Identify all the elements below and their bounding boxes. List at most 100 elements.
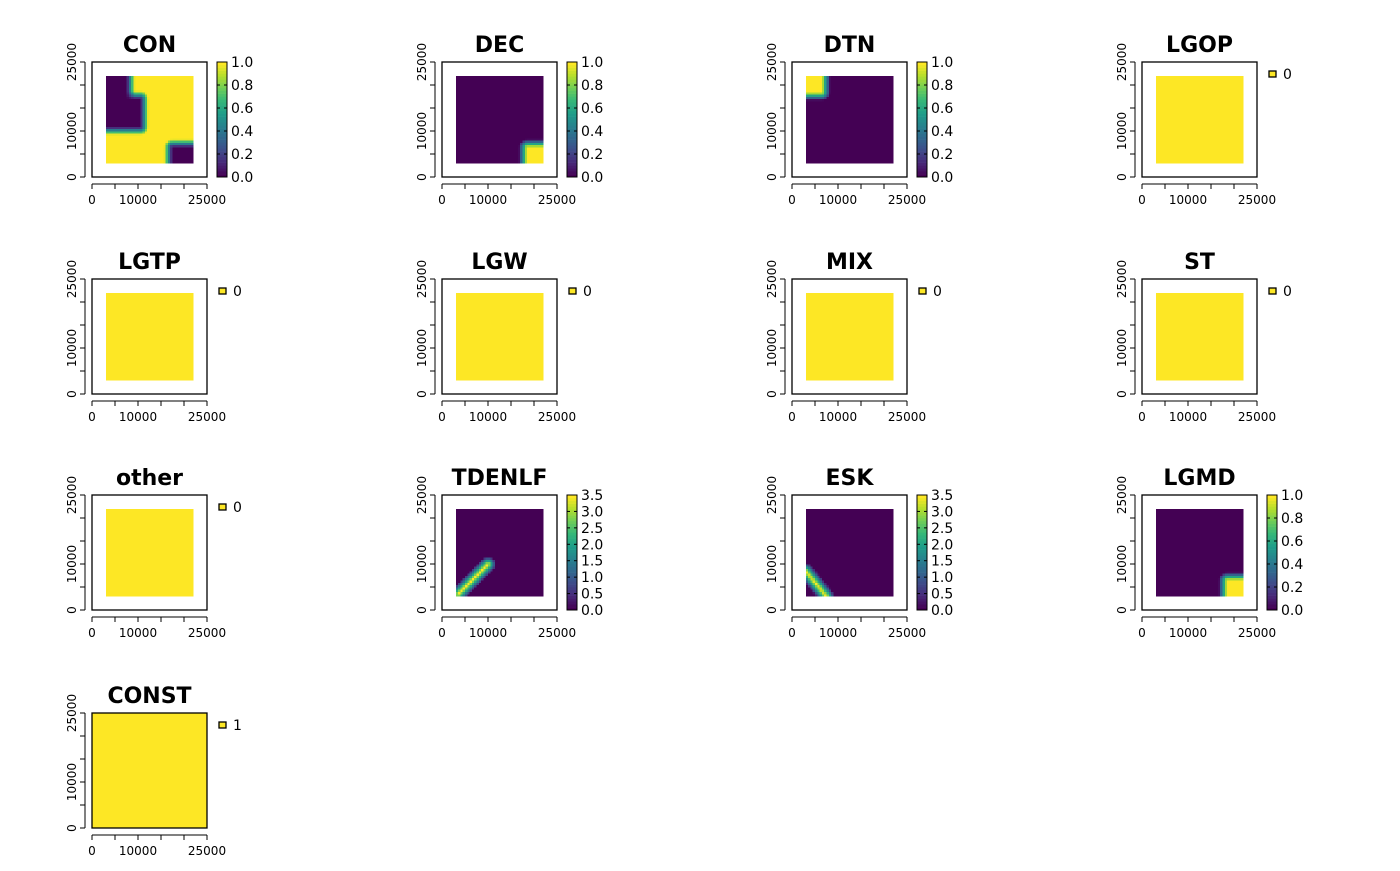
raster-cell: [490, 138, 493, 141]
raster-cell: [490, 154, 493, 157]
raster-cell: [131, 149, 134, 152]
raster-cell: [873, 156, 876, 159]
raster-cell: [504, 124, 507, 127]
raster-cell: [536, 147, 539, 150]
raster-cell: [810, 143, 813, 146]
raster-cell: [108, 103, 111, 106]
raster-cells: [456, 76, 544, 164]
raster-cell: [1174, 99, 1177, 102]
legend-color-step: [217, 120, 227, 123]
raster-cell: [836, 140, 839, 143]
raster-cell: [820, 122, 823, 125]
raster-cell: [813, 90, 816, 93]
raster-cell: [140, 110, 143, 113]
raster-cell: [120, 133, 123, 136]
raster-cell: [490, 97, 493, 100]
raster-cell: [1172, 140, 1175, 143]
raster-cell: [838, 126, 841, 129]
raster-cell: [1156, 110, 1159, 113]
raster-cell: [117, 124, 120, 127]
raster-cell: [497, 161, 500, 164]
raster-cell: [456, 92, 459, 95]
raster-cell: [873, 129, 876, 132]
raster-cell: [504, 80, 507, 83]
raster-cell: [500, 87, 503, 90]
raster-cell: [836, 99, 839, 102]
raster-cell: [877, 131, 880, 134]
raster-cell: [113, 117, 116, 120]
raster-cell: [493, 124, 496, 127]
raster-cell: [465, 117, 468, 120]
raster-cell: [170, 76, 173, 79]
raster-cell: [168, 103, 171, 106]
raster-cell: [882, 113, 885, 116]
raster-cell: [523, 126, 526, 129]
raster-cell: [163, 94, 166, 97]
raster-cell: [886, 110, 889, 113]
raster-cell: [820, 126, 823, 129]
raster-cell: [886, 99, 889, 102]
raster-cell: [127, 117, 130, 120]
legend-tick-label: 0.2: [581, 147, 603, 163]
raster-cell: [859, 131, 862, 134]
raster-cell: [458, 90, 461, 93]
raster-cell: [833, 110, 836, 113]
raster-cell: [465, 133, 468, 136]
raster-cell: [456, 117, 459, 120]
raster-cell: [868, 133, 871, 136]
raster-cell: [511, 83, 514, 86]
raster-cell: [490, 140, 493, 143]
raster-cell: [191, 83, 194, 86]
raster-cell: [1165, 80, 1168, 83]
raster-cell: [115, 97, 118, 100]
raster-cell: [486, 143, 489, 146]
raster-cell: [1177, 129, 1180, 132]
legend-color-step: [567, 122, 577, 125]
raster-cell: [145, 154, 148, 157]
raster-cell: [820, 106, 823, 109]
raster-cell: [523, 78, 526, 81]
raster-cell: [479, 133, 482, 136]
raster-cell: [840, 161, 843, 164]
raster-cell: [504, 94, 507, 97]
raster-cell: [182, 138, 185, 141]
raster-cell: [870, 122, 873, 125]
raster-cell: [518, 99, 521, 102]
raster-cell: [513, 145, 516, 148]
raster-cell: [479, 90, 482, 93]
raster-cell: [845, 80, 848, 83]
raster-cell: [106, 110, 109, 113]
raster-cell: [163, 117, 166, 120]
raster-cell: [829, 124, 832, 127]
raster-cell: [182, 140, 185, 143]
raster-cell: [873, 78, 876, 81]
raster-cell: [147, 94, 150, 97]
raster-cell: [460, 80, 463, 83]
raster-cell: [488, 83, 491, 86]
raster-cell: [184, 110, 187, 113]
raster-cell: [108, 154, 111, 157]
raster-cell: [886, 131, 889, 134]
raster-cell: [845, 78, 848, 81]
raster-cell: [140, 78, 143, 81]
raster-cell: [140, 136, 143, 139]
raster-cell: [1172, 145, 1175, 148]
raster-cell: [1177, 113, 1180, 116]
raster-cell: [460, 76, 463, 79]
raster-cell: [541, 129, 544, 132]
raster-cell: [483, 106, 486, 109]
raster-cell: [539, 117, 542, 120]
raster-cell: [467, 131, 470, 134]
raster-cell: [117, 110, 120, 113]
raster-cell: [884, 138, 887, 141]
raster-cell: [815, 159, 818, 162]
raster-cell: [470, 145, 473, 148]
raster-cell: [817, 149, 820, 152]
raster-cell: [539, 108, 542, 111]
raster-cell: [868, 143, 871, 146]
raster-cell: [1179, 149, 1182, 152]
raster-cell: [873, 147, 876, 150]
raster-cell: [877, 90, 880, 93]
raster-cell: [516, 90, 519, 93]
raster-cell: [189, 103, 192, 106]
